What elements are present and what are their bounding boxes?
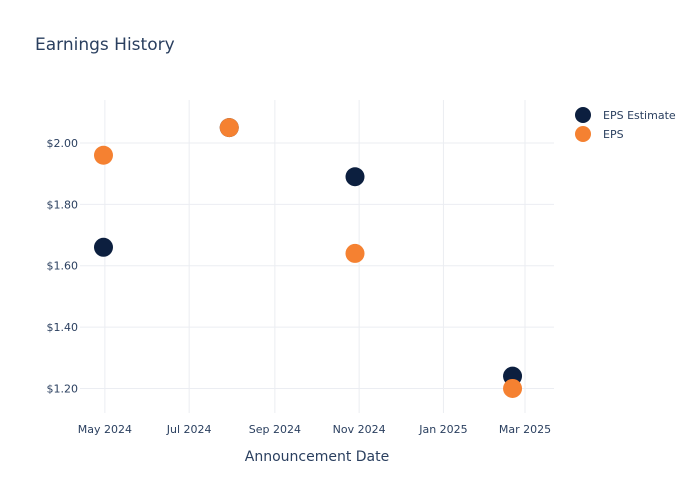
x-tick-label: Jan 2025 xyxy=(418,423,467,436)
x-tick-label: May 2024 xyxy=(78,423,132,436)
grid-layer xyxy=(80,100,554,413)
chart-title: Earnings History xyxy=(35,35,175,55)
x-tick-label: Nov 2024 xyxy=(333,423,386,436)
y-tick-label: $1.80 xyxy=(47,198,79,211)
data-points xyxy=(93,118,523,398)
x-tick-label: Mar 2025 xyxy=(499,423,551,436)
legend-label: EPS Estimate xyxy=(603,109,676,122)
legend-marker xyxy=(575,107,591,123)
legend-label: EPS xyxy=(603,128,624,141)
legend-item[interactable]: EPS Estimate xyxy=(575,107,676,123)
y-tick-label: $1.40 xyxy=(47,321,79,334)
legend[interactable]: EPS Estimate EPS xyxy=(575,107,676,142)
data-point[interactable] xyxy=(503,378,523,398)
data-point[interactable] xyxy=(219,118,239,138)
data-point[interactable] xyxy=(345,243,365,263)
x-tick-label: Jul 2024 xyxy=(166,423,212,436)
y-tick-label: $2.00 xyxy=(47,137,79,150)
data-point[interactable] xyxy=(345,167,365,187)
data-point[interactable] xyxy=(93,145,113,165)
data-point[interactable] xyxy=(93,237,113,257)
series-0 xyxy=(93,118,523,386)
x-tick-label: Sep 2024 xyxy=(249,423,301,436)
y-tick-label: $1.60 xyxy=(47,260,79,273)
series-1 xyxy=(93,118,523,398)
y-axis-ticks: $1.20 $1.40 $1.60 $1.80 $2.00 xyxy=(47,137,79,395)
x-axis-ticks: May 2024 Jul 2024 Sep 2024 Nov 2024 Jan 2025… xyxy=(78,423,551,436)
legend-marker xyxy=(575,126,591,142)
y-tick-label: $1.20 xyxy=(47,382,79,395)
legend-item[interactable]: EPS xyxy=(575,126,624,142)
x-axis-title: Announcement Date xyxy=(245,449,389,465)
